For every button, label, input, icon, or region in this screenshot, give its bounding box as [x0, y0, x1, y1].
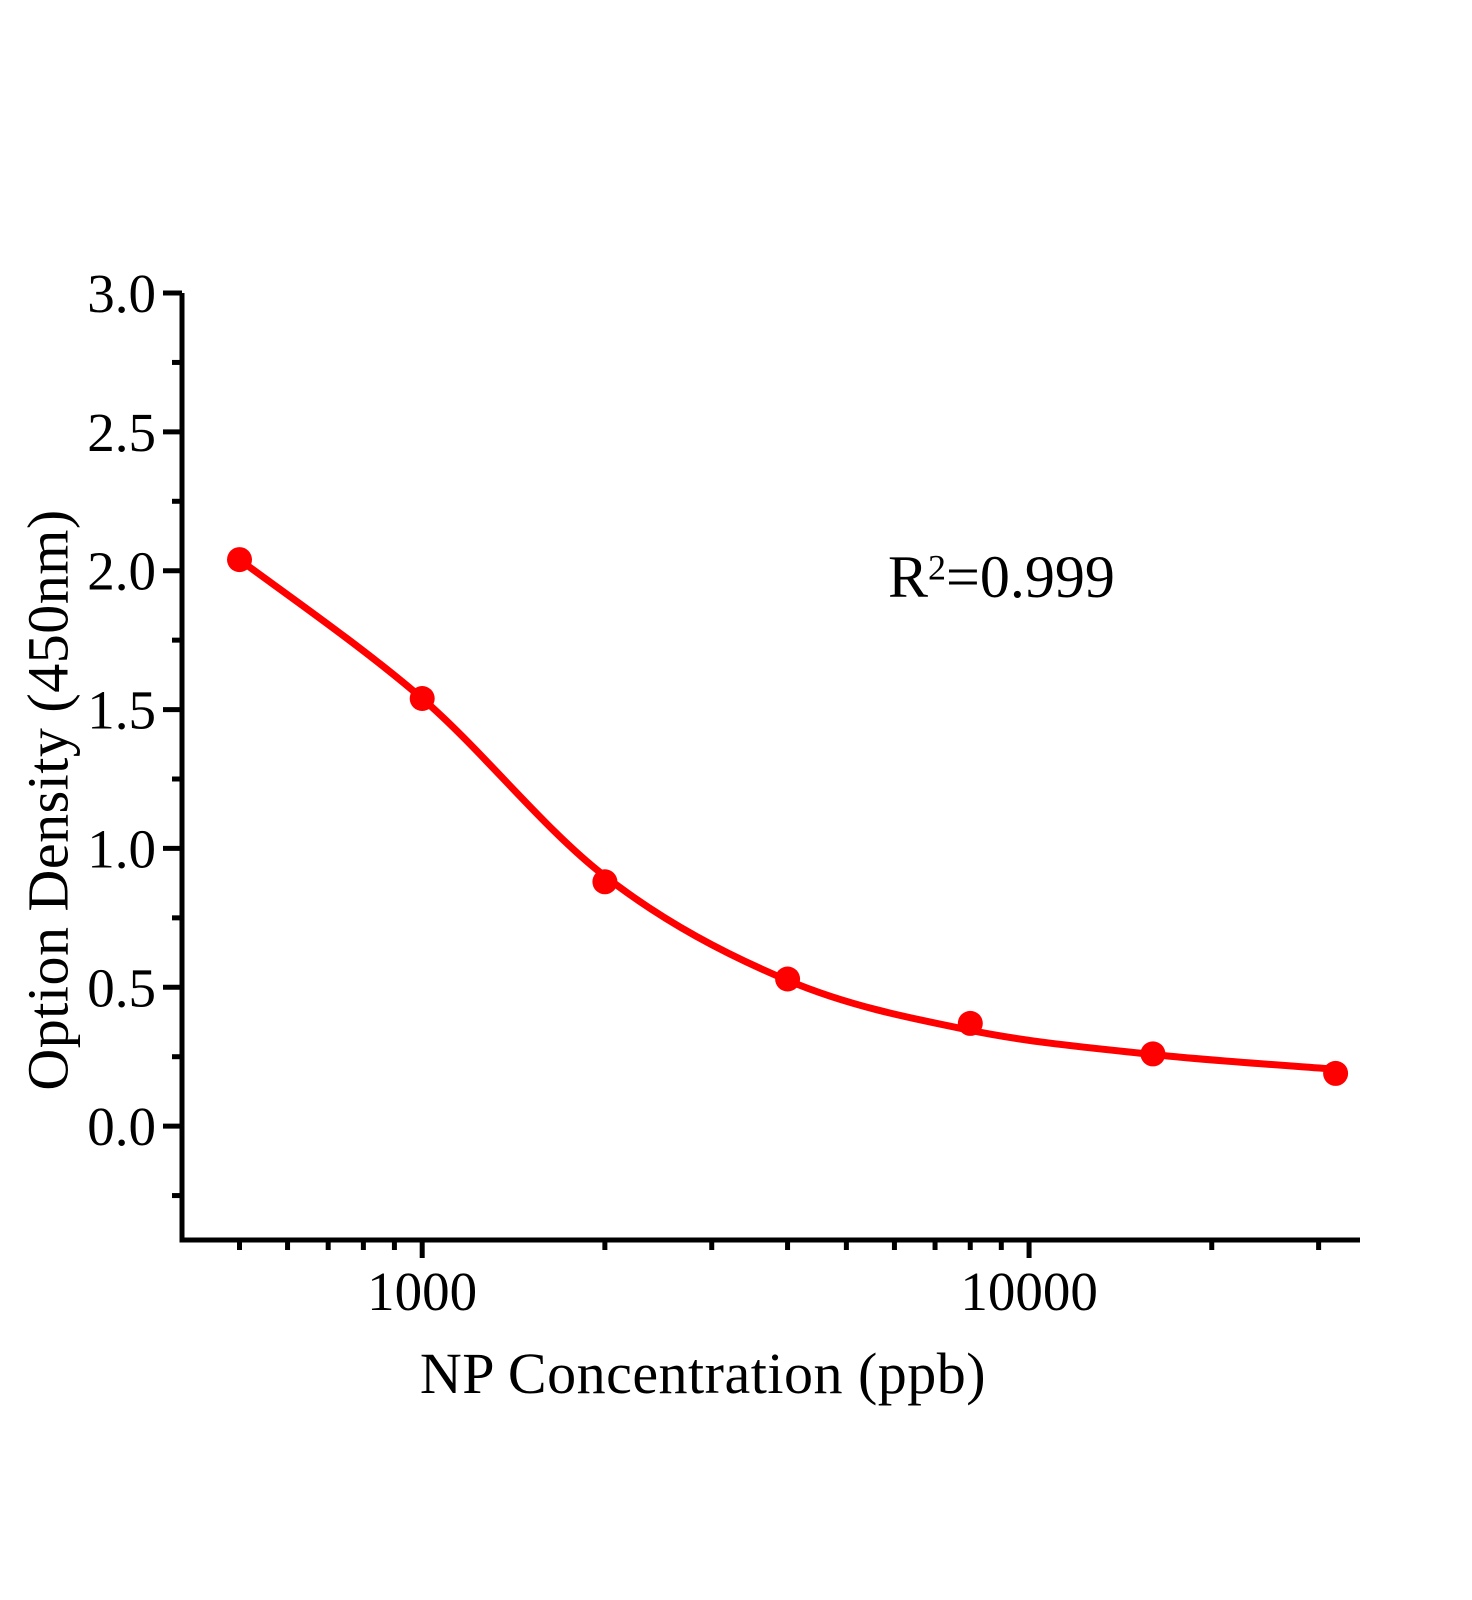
y-tick-label-1.0: 1.0 — [87, 818, 156, 879]
data-point-1000 — [409, 686, 435, 711]
axis-frame — [179, 293, 1360, 1243]
fit-curve — [236, 556, 1340, 1073]
data-point-32000 — [1323, 1060, 1349, 1086]
x-axis-title: NP Concentration (ppb) — [419, 1341, 987, 1406]
data-point-8000 — [957, 1010, 983, 1036]
y-tick-label-0.5: 0.5 — [87, 957, 156, 1018]
y-tick-label-3.0: 3.0 — [87, 263, 156, 324]
y-tick-label-2.5: 2.5 — [87, 402, 156, 463]
annotation-superscript: 2 — [928, 547, 947, 588]
annotation-rest: =0.999 — [946, 544, 1115, 610]
y-tick-label-1.5: 1.5 — [87, 680, 156, 741]
annotation-base: R — [888, 544, 929, 610]
x-tick-label-10000: 10000 — [960, 1261, 1098, 1322]
data-point-2000 — [592, 869, 618, 895]
data-point-4000 — [775, 966, 801, 992]
y-tick-label-0.0: 0.0 — [87, 1096, 156, 1157]
x-tick-label-1000: 1000 — [367, 1261, 477, 1322]
r-squared-annotation: R2=0.999 — [888, 543, 1115, 612]
y-tick-label-2.0: 2.0 — [87, 541, 156, 602]
y-axis-title: Option Density (450nm) — [15, 509, 81, 1091]
data-point-500 — [227, 547, 252, 573]
data-point-16000 — [1140, 1041, 1166, 1067]
